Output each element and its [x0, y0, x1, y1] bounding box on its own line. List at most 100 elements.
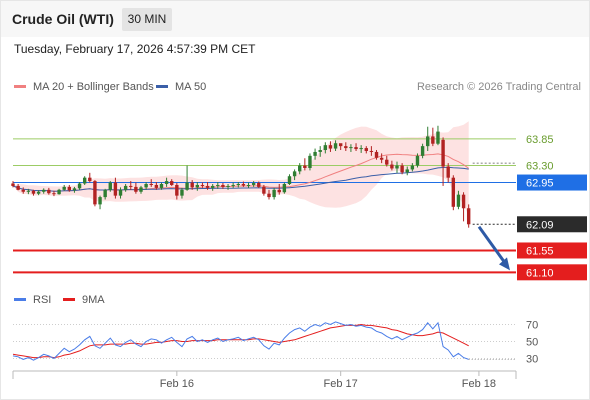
candle-body [267, 193, 271, 198]
header-bar: Crude Oil (WTI) 30 MIN [1, 1, 589, 37]
price-tag-support-61-10 [517, 264, 587, 281]
candle-body [180, 189, 184, 196]
candle-body [364, 148, 368, 151]
candle-body [390, 164, 394, 169]
price-label-63-30: 63.30 [526, 161, 554, 173]
rsi-ma-line [12, 323, 469, 359]
rsi-legend-label: RSI [33, 294, 52, 306]
candle-body [195, 184, 200, 188]
candle-body [42, 189, 46, 192]
rsi-ma-legend-label: 9MA [82, 294, 105, 306]
candle-body [379, 157, 384, 160]
candle-body [262, 186, 266, 194]
candle-body [338, 143, 343, 147]
candle-body [205, 185, 210, 188]
candle-body [221, 184, 225, 187]
rsi-tick-label: 30 [526, 354, 538, 366]
candle-body [287, 176, 292, 184]
candle-body [26, 190, 31, 192]
candle-body [344, 146, 348, 149]
candle-body [395, 165, 399, 169]
price-tag-support-61-55 [517, 242, 587, 259]
candle-body [303, 165, 307, 168]
candle-body [123, 185, 128, 190]
candle-body [108, 182, 112, 190]
candle-body [431, 136, 435, 144]
legend-ma50: MA 50 [156, 81, 206, 93]
candle-body [415, 155, 420, 166]
ma50-legend-swatch [156, 84, 168, 88]
candle-body [77, 183, 82, 189]
candle-body [185, 182, 189, 190]
candle-body [328, 145, 333, 149]
price-label-62-95: 62.95 [526, 178, 554, 190]
legend-rsi-ma: 9MA [63, 294, 105, 306]
timeframe-button[interactable]: 30 MIN [122, 8, 172, 31]
candle-body [359, 148, 363, 150]
candle-body [129, 185, 133, 187]
candle-body [149, 183, 153, 185]
candle-body [236, 183, 240, 185]
candle-body [308, 155, 312, 168]
candle-body [441, 139, 445, 167]
candle-body [420, 146, 425, 156]
candle-body [436, 131, 440, 144]
forecast-arrow-head [499, 257, 510, 271]
candle-body [456, 194, 461, 207]
candle-body [405, 169, 409, 173]
candle-body [103, 189, 107, 198]
candle-body [139, 187, 143, 192]
candle-body [159, 183, 164, 188]
candle-body [216, 184, 220, 186]
candle-body [446, 166, 450, 178]
candle-body [47, 189, 51, 194]
candle-body [246, 184, 251, 186]
price-label-62-09: 62.09 [526, 219, 554, 231]
price-tag-last-62-09 [517, 216, 587, 233]
candle-body [333, 143, 338, 149]
candle-body [374, 151, 379, 158]
candle-body [461, 194, 466, 209]
price-label-63-85: 63.85 [526, 134, 554, 146]
candle-body [231, 184, 235, 186]
ma50-line [12, 166, 469, 192]
bollinger-band-area [13, 121, 469, 216]
candle-body [82, 177, 87, 184]
candle-body [400, 165, 404, 173]
x-tick-label: Feb 16 [160, 378, 194, 390]
candle-body [272, 189, 276, 198]
candle-body [410, 165, 415, 170]
price-tag-pivot-62-95 [517, 174, 587, 191]
ma20-legend-swatch [14, 84, 26, 88]
candle-body [426, 136, 430, 147]
instrument-title: Crude Oil (WTI) [12, 11, 114, 27]
ma20-legend-label: MA 20 + Bollinger Bands [33, 81, 154, 93]
candle-body [113, 182, 118, 196]
candle-body [144, 183, 148, 188]
candle-body [118, 189, 123, 196]
candle-body [190, 182, 194, 188]
candle-body [466, 208, 471, 225]
candle-body [36, 191, 41, 194]
candle-body [170, 181, 174, 185]
candle-body [226, 185, 230, 187]
candle-body [98, 197, 102, 205]
candle-body [369, 150, 374, 152]
candle-body [313, 151, 317, 156]
candle-body [72, 188, 77, 191]
candle-body [200, 184, 205, 186]
candle-body [257, 183, 261, 187]
price-label-61-10: 61.10 [526, 267, 554, 279]
candle-body [175, 184, 179, 196]
candle-body [21, 189, 25, 192]
candle-body [67, 186, 72, 191]
rsi-legend-swatch [14, 297, 26, 301]
timestamp: Tuesday, February 17, 2026 4:57:39 PM CE… [14, 42, 256, 56]
candle-body [164, 181, 169, 184]
forecast-arrow-shaft [477, 225, 508, 266]
rsi-tick-label: 70 [526, 320, 538, 332]
candle-body [323, 145, 328, 151]
candle-body [93, 181, 97, 205]
